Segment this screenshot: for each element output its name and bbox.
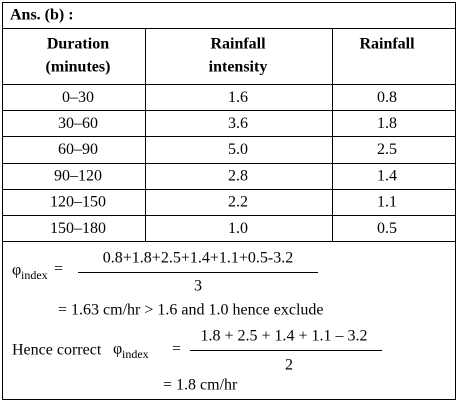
result: = 1.8 cm/hr	[163, 377, 238, 394]
prefix: Hence correct	[12, 342, 102, 359]
table-cell: 30–60	[58, 115, 98, 132]
phi: φ	[113, 341, 122, 358]
table-cell: 60–90	[58, 141, 98, 158]
denominator: 3	[194, 278, 202, 295]
table-cell: 1.6	[228, 89, 248, 106]
answer-title: Ans. (b) :	[10, 7, 74, 24]
table-cell: 0.5	[377, 220, 397, 237]
table-cell: 5.0	[228, 141, 248, 158]
table-cell: 120–150	[50, 194, 106, 211]
table-body: 0–30 1.6 0.8 30–60 3.6 1.8 60–90 5.0 2.5 90–120 2.…	[2, 89, 456, 242]
denominator: 2	[285, 357, 293, 374]
table-cell: 0.8	[377, 89, 397, 106]
table-cell: 1.8	[377, 115, 397, 132]
table-cell: 0–30	[62, 89, 94, 106]
table-cell: 1.0	[228, 220, 248, 237]
table-cell: 1.4	[377, 167, 397, 184]
numerator: 1.8 + 2.5 + 1.4 + 1.1 – 3.2	[200, 328, 367, 345]
column-header: Rainfall	[359, 36, 415, 53]
table-cell: 2.8	[228, 167, 248, 184]
table-cell: 2.2	[228, 194, 248, 211]
table-cell: 150–180	[50, 220, 106, 237]
result: = 1.63 cm/hr > 1.6 and 1.0 hence exclude	[58, 302, 324, 319]
numerator: 0.8+1.8+2.5+1.4+1.1+0.5-3.2	[103, 250, 293, 267]
table-cell: 1.1	[377, 194, 397, 211]
phi: φ	[12, 262, 21, 279]
table-cell: 3.6	[228, 115, 248, 132]
equals: =	[54, 261, 63, 278]
column-header: (minutes)	[46, 59, 111, 76]
table-cell: 2.5	[377, 141, 397, 158]
subscript: index	[122, 347, 149, 361]
subscript: index	[21, 268, 48, 282]
table-cell: 90–120	[54, 167, 102, 184]
column-header: Duration	[47, 36, 109, 53]
equals: =	[172, 341, 181, 358]
column-header: Rainfall	[210, 36, 266, 53]
column-header: intensity	[209, 59, 268, 76]
